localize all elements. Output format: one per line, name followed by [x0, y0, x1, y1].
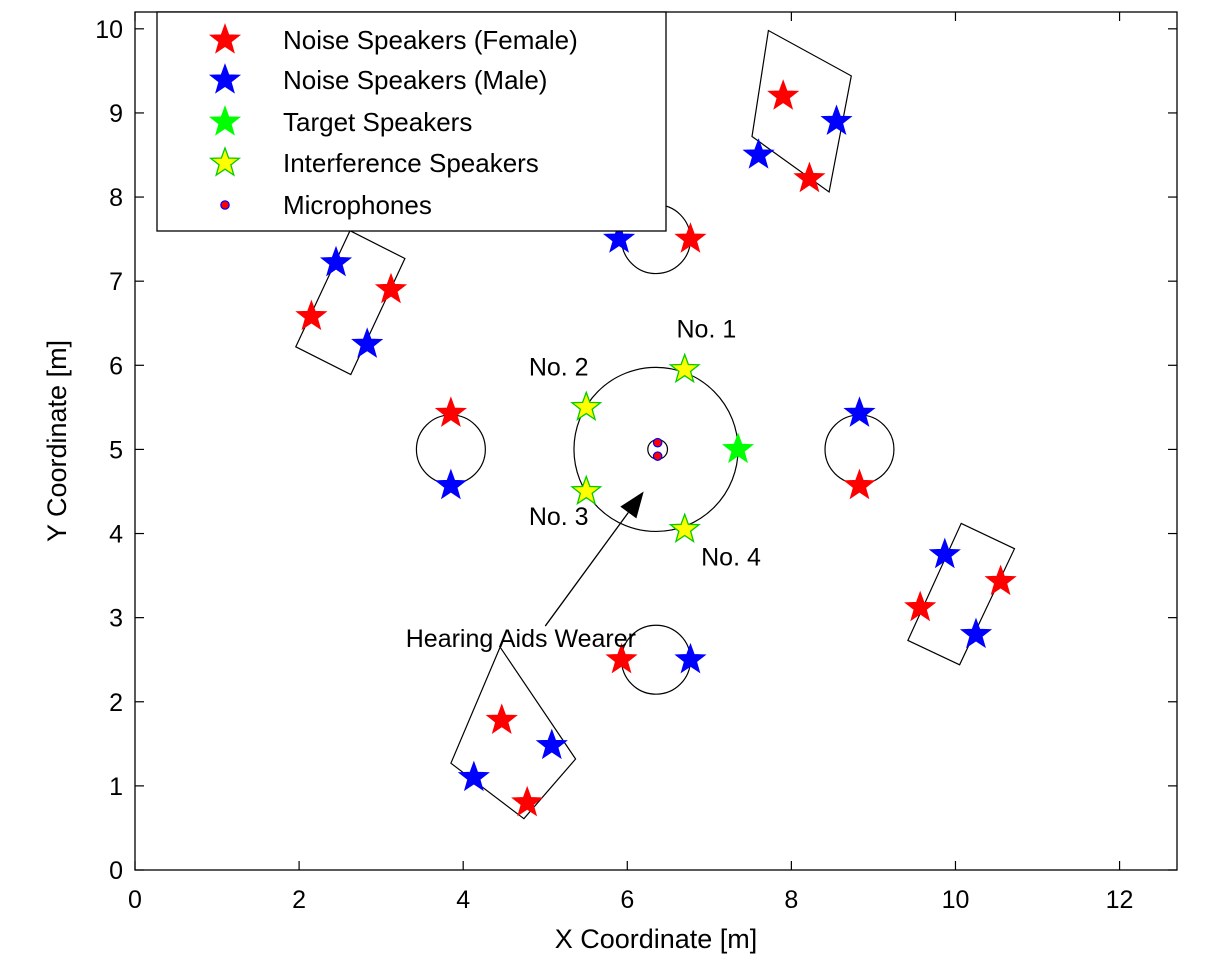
x-tick-label: 6 [620, 886, 634, 914]
noise-speakers-female-point [434, 396, 467, 427]
y-axis-label: Y Coordinate [m] [42, 340, 72, 542]
noise-speakers-male-point [674, 642, 707, 674]
x-tick-label: 12 [1106, 886, 1134, 914]
arrow-line [544, 512, 629, 627]
noise-speakers-male-point [959, 617, 993, 649]
legend-label: Noise Speakers (Male) [283, 65, 547, 95]
noise-speakers-male-point [351, 327, 384, 358]
noise-speakers-female-point [295, 299, 328, 331]
legend-marker [208, 23, 242, 54]
speaker-group-rectangle [450, 645, 577, 820]
x-tick-label: 4 [456, 886, 470, 914]
noise-speakers-male-point [535, 728, 568, 760]
noise-speakers-male-point [843, 396, 876, 427]
legend-label: Microphones [283, 190, 432, 220]
y-tick-label: 10 [95, 16, 123, 44]
noise-speakers-female-point [904, 590, 937, 622]
x-axis-label: X Coordinate [m] [555, 924, 758, 954]
y-tick-label: 3 [109, 605, 123, 633]
annotation-arrow [544, 491, 644, 627]
noise-speakers-female-point [485, 703, 518, 734]
noise-speakers-female-point [511, 785, 544, 817]
y-tick-label: 7 [109, 268, 123, 296]
noise-speakers-male-point [319, 245, 353, 277]
legend-box [156, 11, 667, 232]
noise-speakers-male-point [603, 222, 636, 253]
x-tick-label: 2 [292, 886, 306, 914]
noise-speakers-male-point [434, 468, 467, 500]
interference-speakers-point [668, 352, 701, 384]
annotation-label: No. 3 [529, 503, 589, 531]
interference-speakers-point [570, 390, 603, 422]
y-tick-label: 8 [109, 184, 123, 212]
interference-speakers-point [570, 474, 603, 506]
noise-speakers-female-point [793, 161, 826, 193]
annotations: No. 1 No. 2 No. 3 No. 4 Hearing Aids Wearer [406, 316, 761, 654]
noise-speakers-male-point [820, 104, 853, 136]
y-tick-label: 2 [109, 689, 123, 717]
noise-speakers-male-point [928, 537, 961, 569]
noise-speakers-female-point [843, 468, 876, 500]
legend-marker [208, 146, 242, 177]
legend-marker [208, 63, 242, 94]
legend-label: Interference Speakers [283, 148, 539, 178]
noise-speakers-female-point [605, 642, 638, 674]
target-speakers-point [721, 432, 755, 464]
x-tick-label: 10 [942, 886, 970, 914]
legend-marker [208, 105, 242, 136]
legend-marker [220, 200, 230, 210]
legend: Noise Speakers (Female) Noise Speakers (M… [156, 11, 667, 232]
interference-speakers-point [668, 512, 701, 543]
noise-speakers-female-point [984, 564, 1017, 596]
annotation-label: No. 1 [677, 316, 737, 344]
data-points [295, 79, 1017, 817]
legend-label: Target Speakers [283, 107, 472, 137]
noise-speakers-female-point [674, 222, 707, 253]
annotation-label: No. 4 [701, 543, 761, 571]
y-tick-label: 1 [109, 773, 123, 801]
arrow-head [620, 491, 644, 519]
y-tick-label: 0 [109, 857, 123, 885]
noise-speakers-male-point [742, 138, 775, 169]
noise-speakers-male-point [457, 760, 490, 792]
legend-label: Noise Speakers (Female) [283, 25, 578, 55]
microphones-point [652, 451, 663, 461]
y-tick-label: 5 [109, 436, 123, 464]
annotation-label: No. 2 [529, 353, 589, 381]
noise-speakers-female-point [767, 79, 800, 110]
noise-speakers-female-point [374, 272, 408, 304]
microphones-point [652, 437, 663, 448]
annotation-label: Hearing Aids Wearer [406, 625, 636, 653]
x-tick-label: 8 [784, 886, 798, 914]
y-tick-label: 4 [109, 521, 123, 549]
y-tick-label: 9 [109, 100, 123, 128]
y-tick-label: 6 [109, 352, 123, 380]
x-tick-label: 0 [128, 886, 142, 914]
